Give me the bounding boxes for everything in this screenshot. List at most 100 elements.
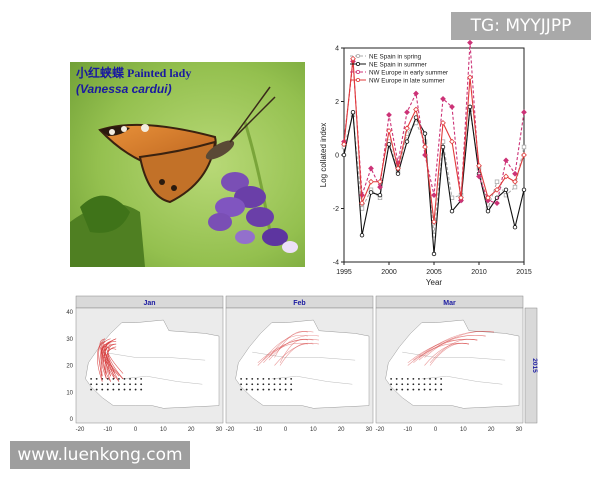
trajectory [103, 341, 120, 382]
x-tick-label: 2005 [426, 269, 442, 276]
x-tick-label: -10 [103, 427, 112, 433]
grid-point [101, 388, 104, 391]
grid-point [268, 388, 270, 391]
trajectory [100, 341, 116, 380]
x-tick-label: 30 [516, 427, 523, 433]
x-tick-label: 1995 [336, 269, 352, 276]
butterfly-photo: 小红蛱蝶 Painted lady (Vanessa cardui) [70, 62, 305, 267]
grid-point [412, 383, 415, 386]
data-point [377, 184, 383, 190]
data-point [494, 200, 500, 207]
data-point [350, 55, 356, 62]
grid-point [395, 388, 398, 391]
data-point [422, 131, 428, 136]
x-tick-label: 30 [216, 427, 223, 433]
site-watermark: www.luenkong.com [10, 441, 190, 469]
trajectory [99, 338, 115, 374]
grid-point [245, 377, 248, 380]
data-point [359, 206, 365, 211]
grid-point [240, 383, 243, 386]
land-mass [85, 319, 220, 409]
x-tick-label: 2015 [516, 269, 532, 276]
x-tick-label: 2010 [471, 269, 487, 276]
abundance-line-chart: 1995 2000 2005 2010 2015 -4 -2 0 2 4 Year Log colla… [319, 40, 532, 287]
trajectory [106, 341, 124, 374]
grid-point [262, 383, 265, 386]
data-point [485, 194, 491, 201]
grid-point [395, 377, 398, 380]
x-tick-label: -10 [253, 427, 262, 433]
data-point [341, 141, 347, 148]
trajectory [279, 338, 308, 363]
y-tick-label: -2 [333, 206, 339, 213]
data-point [431, 251, 437, 257]
y-axis-label: Log collated index [319, 123, 328, 188]
y-tick-label: 0 [70, 417, 74, 423]
grid-point [418, 388, 420, 391]
legend-marker [356, 53, 361, 58]
grid-point [134, 388, 137, 391]
grid-point [251, 383, 254, 386]
grid-point [256, 377, 259, 380]
data-point [404, 125, 410, 132]
grid-point [429, 383, 431, 386]
grid-point [129, 388, 131, 391]
y-tick-label: 0 [335, 153, 339, 160]
data-point [386, 142, 392, 147]
country-border [252, 351, 356, 361]
grid-point [401, 383, 404, 386]
grid-point [268, 383, 270, 386]
x-tick-label: 2000 [381, 269, 397, 276]
data-point [512, 184, 518, 190]
panel-label: Mar [443, 300, 456, 307]
legend-label: NE Spain in summer [369, 61, 427, 68]
grid-point [140, 383, 143, 386]
trajectory [107, 343, 124, 380]
data-point [395, 165, 401, 172]
y-tick-label: 40 [66, 310, 73, 316]
data-point [431, 219, 437, 225]
country-border [421, 375, 503, 385]
grid-point [129, 377, 131, 380]
grid-point [440, 388, 443, 391]
x-tick-label: 20 [338, 427, 345, 433]
butterfly [98, 86, 276, 204]
grid-point [290, 383, 293, 386]
trajectory [97, 338, 106, 382]
trajectory [268, 334, 320, 361]
year-strip-label: 2015 [531, 358, 538, 373]
grid-point [401, 377, 404, 380]
grid-point [273, 388, 276, 391]
grid-point [273, 377, 276, 380]
grid-point [279, 377, 281, 380]
trajectory-maps: Jan -20 -10 0 10 20 30 Feb -20 -10 0 10 20 30 Mar -20 -1… [66, 295, 538, 433]
grid-point [101, 383, 104, 386]
data-point [476, 162, 482, 169]
grid-point [140, 388, 143, 391]
country-border [271, 375, 353, 385]
data-point [422, 144, 428, 150]
data-point [449, 138, 455, 145]
grid-point [434, 383, 437, 386]
grid-point [251, 388, 254, 391]
grid-point [240, 377, 243, 380]
legend-label: NE Spain in spring [369, 53, 422, 60]
grid-point [390, 388, 393, 391]
butterfly-illustration: 小红蛱蝶 Painted lady (Vanessa cardui) [70, 62, 305, 267]
grid-point [106, 377, 109, 380]
data-point [503, 157, 509, 164]
data-point [512, 170, 518, 177]
y-tick-label: 10 [66, 390, 73, 396]
photo-subtitle: (Vanessa cardui) [76, 82, 172, 96]
grid-point [134, 383, 137, 386]
data-point [377, 178, 383, 185]
trajectory [104, 349, 116, 379]
x-tick-label: 20 [488, 427, 495, 433]
grid-point [262, 377, 265, 380]
data-point [503, 173, 509, 180]
trajectory [413, 335, 486, 361]
data-point [440, 120, 446, 126]
grid-point [273, 383, 276, 386]
grid-point [440, 377, 443, 380]
data-point [404, 131, 410, 136]
